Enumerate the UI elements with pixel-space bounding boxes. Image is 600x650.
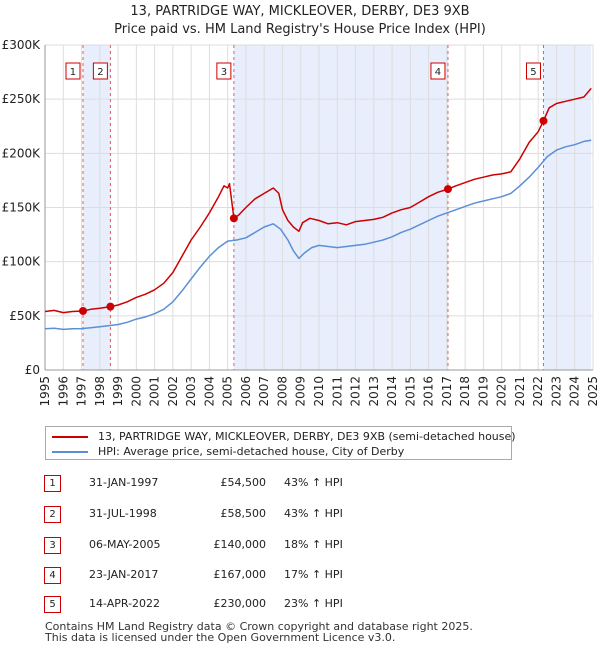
- chart-legend: 13, PARTRIDGE WAY, MICKLEOVER, DERBY, DE…: [45, 426, 516, 460]
- legend-label-property: 13, PARTRIDGE WAY, MICKLEOVER, DERBY, DE…: [98, 430, 516, 443]
- sale-label: 4: [435, 67, 441, 78]
- sale-price: £140,000: [213, 538, 267, 551]
- sale-label: 1: [70, 67, 76, 78]
- sale-price: £54,500: [220, 476, 267, 489]
- footer-licence: This data is licensed under the Open Gov…: [45, 631, 396, 644]
- y-tick-label: £300K: [2, 38, 42, 52]
- legend-label-hpi: HPI: Average price, semi-detached house,…: [98, 445, 405, 458]
- sale-number-badge: 5: [44, 596, 61, 613]
- sale-hpi-change: 43% ↑ HPI: [284, 476, 343, 489]
- x-tick-label: 2021: [513, 376, 527, 407]
- x-tick-label: 2001: [148, 376, 162, 407]
- y-tick-label: £0: [25, 363, 40, 377]
- legend-swatch-hpi: [52, 451, 88, 453]
- x-tick-label: 2005: [221, 376, 235, 407]
- sale-price: £230,000: [213, 597, 267, 610]
- sale-number-badge: 1: [44, 475, 61, 492]
- sale-label-box: [65, 62, 81, 80]
- x-tick-label: 2007: [257, 376, 271, 407]
- sale-price: £58,500: [220, 507, 267, 520]
- x-tick-label: 2003: [184, 376, 198, 407]
- x-tick-label: 2015: [403, 376, 417, 407]
- x-tick-label: 2008: [275, 376, 289, 407]
- x-tick-label: 2016: [422, 376, 436, 407]
- footer-copyright: Contains HM Land Registry data © Crown c…: [45, 620, 473, 633]
- sale-hpi-change: 23% ↑ HPI: [284, 597, 343, 610]
- legend-item-property: 13, PARTRIDGE WAY, MICKLEOVER, DERBY, DE…: [52, 430, 516, 443]
- x-tick-label: 2010: [312, 376, 326, 407]
- chart-title: 13, PARTRIDGE WAY, MICKLEOVER, DERBY, DE…: [130, 4, 470, 19]
- sale-number-badge: 4: [44, 567, 61, 584]
- y-tick-label: £50K: [9, 309, 41, 323]
- sale-hpi-change: 43% ↑ HPI: [284, 507, 343, 520]
- x-tick-label: 2024: [568, 376, 582, 407]
- sale-label: 5: [530, 67, 536, 78]
- x-tick-label: 2011: [330, 376, 344, 407]
- sale-label-box: [430, 62, 446, 80]
- sale-label-box: [216, 62, 232, 80]
- sale-date: 31-JUL-1998: [89, 507, 157, 520]
- x-tick-label: 2013: [367, 376, 381, 407]
- sale-point: [106, 302, 115, 311]
- sale-label-box: [525, 62, 541, 80]
- sale-price: £167,000: [213, 568, 267, 581]
- x-tick-label: 1997: [75, 376, 89, 407]
- x-tick-label: 2022: [531, 376, 545, 407]
- x-tick-label: 2020: [495, 376, 509, 407]
- x-tick-label: 2018: [458, 376, 472, 407]
- x-tick-label: 2000: [129, 376, 143, 407]
- x-tick-label: 1996: [56, 376, 70, 407]
- sale-hpi-change: 17% ↑ HPI: [284, 568, 343, 581]
- x-tick-label: 2006: [239, 376, 253, 407]
- x-tick-label: 2014: [385, 376, 399, 407]
- x-tick-label: 2023: [549, 376, 563, 407]
- x-tick-label: 2017: [440, 376, 454, 407]
- sale-date: 14-APR-2022: [89, 597, 161, 610]
- x-tick-label: 2012: [349, 376, 363, 407]
- chart-subtitle: Price paid vs. HM Land Registry's House …: [114, 22, 486, 37]
- y-tick-label: £150K: [2, 201, 42, 215]
- price-chart: 1 2 3 4 5 £0 £50K £100K £150K £200K £250K £300K 1995…: [2, 38, 600, 407]
- sale-point: [443, 185, 452, 194]
- legend-item-hpi: HPI: Average price, semi-detached house,…: [52, 445, 404, 458]
- sale-point: [539, 116, 548, 125]
- y-tick-label: £100K: [2, 255, 42, 269]
- y-tick-label: £200K: [2, 146, 42, 160]
- sale-date: 06-MAY-2005: [89, 538, 161, 551]
- x-tick-label: 2004: [202, 376, 216, 407]
- sale-date: 31-JAN-1997: [89, 476, 159, 489]
- x-tick-label: 1998: [93, 376, 107, 407]
- sale-point: [229, 214, 238, 223]
- sale-label-box: [92, 62, 108, 80]
- x-tick-label: 2025: [586, 376, 600, 407]
- legend-swatch-property: [52, 436, 88, 438]
- x-tick-label: 2019: [476, 376, 490, 407]
- x-tick-label: 1995: [38, 376, 52, 407]
- x-tick-label: 2002: [166, 376, 180, 407]
- hpi-line: [44, 139, 592, 331]
- y-tick-label: £250K: [2, 92, 42, 106]
- sale-label: 3: [221, 67, 227, 78]
- sale-date: 23-JAN-2017: [89, 568, 159, 581]
- property-price-line: [44, 87, 592, 314]
- x-tick-label: 1999: [111, 376, 125, 407]
- sale-label: 2: [97, 67, 103, 78]
- x-tick-label: 2009: [294, 376, 308, 407]
- sale-number-badge: 3: [44, 537, 61, 554]
- sale-hpi-change: 18% ↑ HPI: [284, 538, 343, 551]
- sale-number-badge: 2: [44, 506, 61, 523]
- sale-point: [78, 306, 87, 315]
